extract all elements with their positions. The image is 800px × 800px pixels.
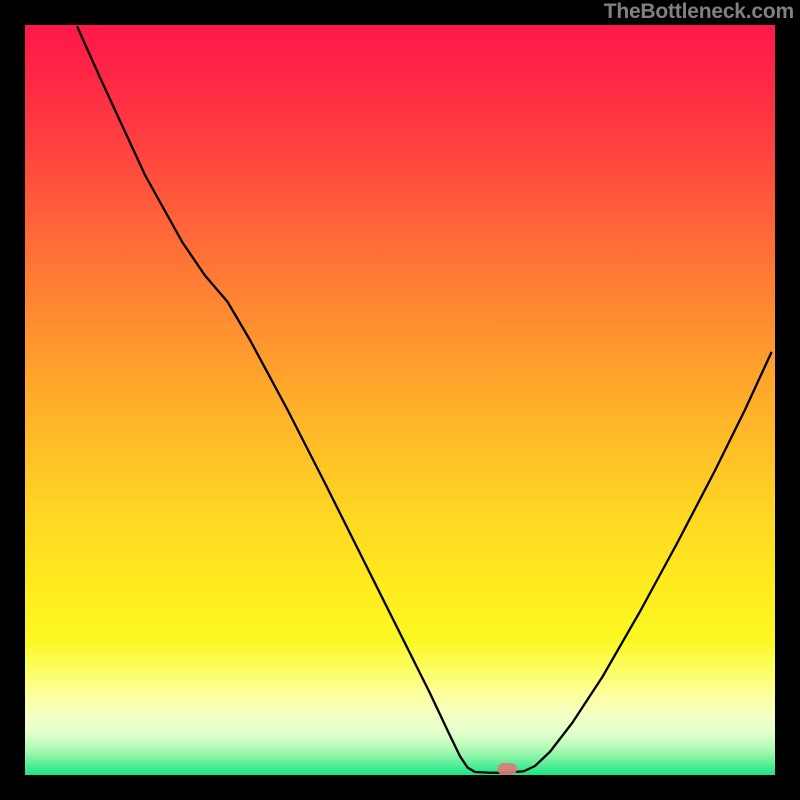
watermark-text: TheBottleneck.com xyxy=(604,0,794,24)
bottleneck-chart xyxy=(0,0,800,800)
plot-background xyxy=(25,25,775,775)
optimum-marker xyxy=(498,763,518,775)
